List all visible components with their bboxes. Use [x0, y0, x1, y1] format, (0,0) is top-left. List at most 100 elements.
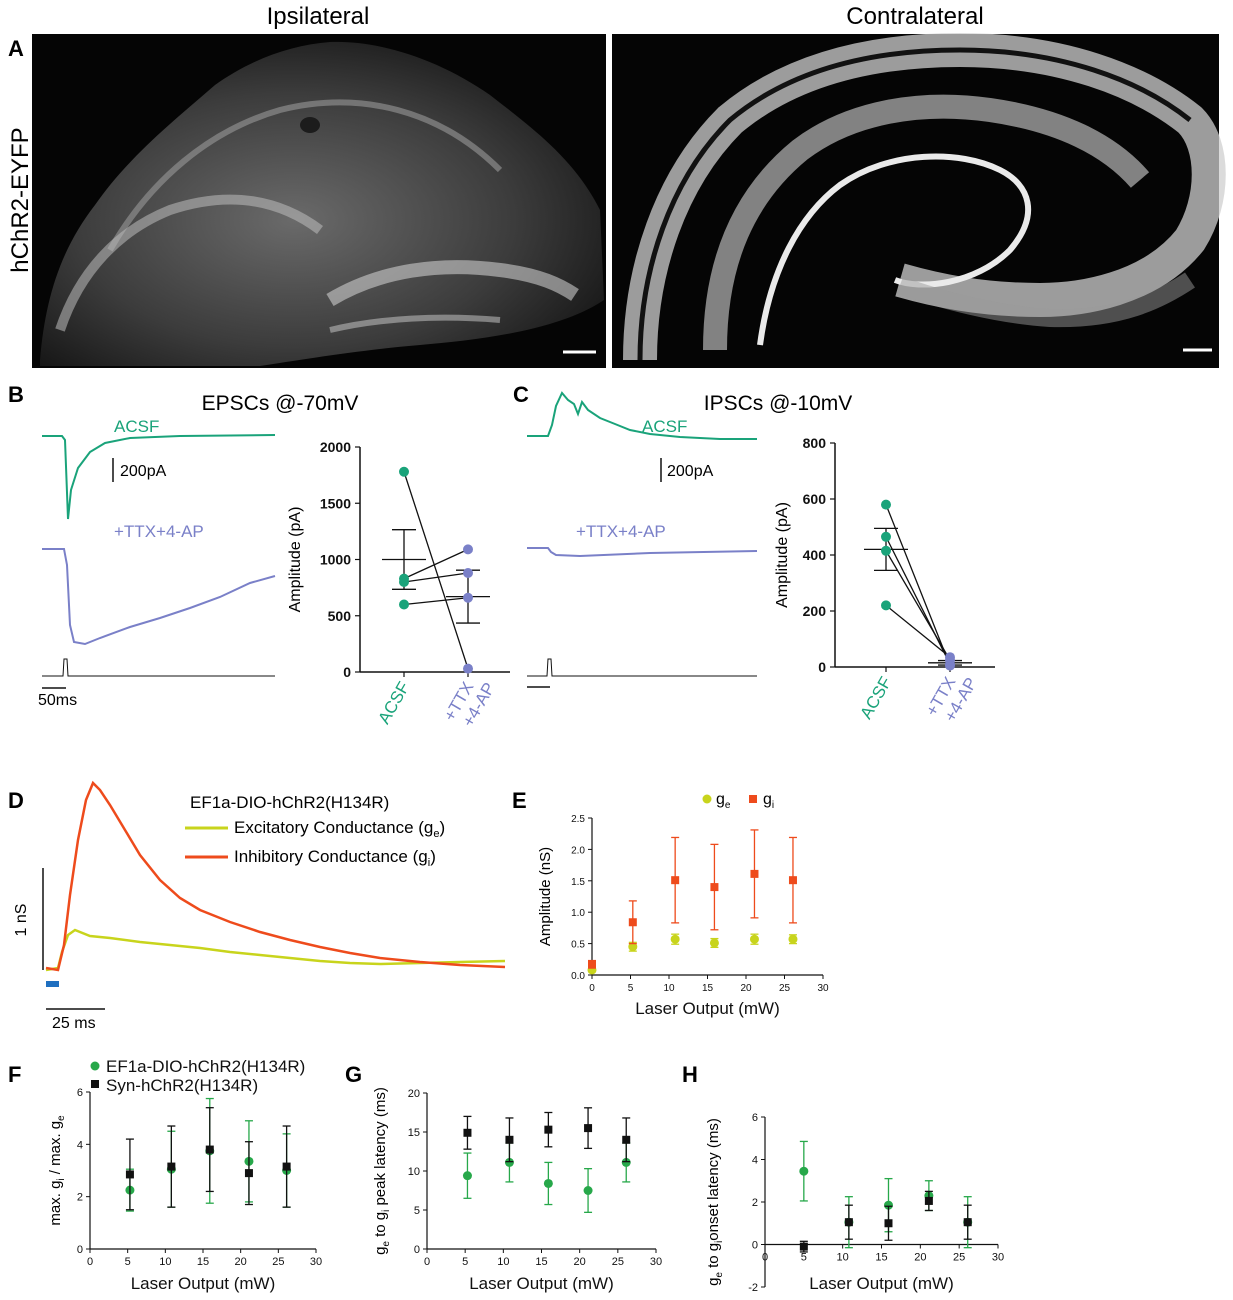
contralateral-title: Contralateral: [846, 3, 983, 30]
x-tick-label: 25: [953, 1252, 965, 1264]
ttx-data-point: [463, 663, 473, 674]
ipsc-ttx-label: +TTX+4-AP: [576, 522, 666, 541]
ef1a-data-point: [583, 1186, 593, 1195]
ttx-data-point: [463, 592, 473, 603]
x-tick-label: 5: [462, 1256, 468, 1268]
pair-line: [885, 550, 951, 661]
pair-line: [885, 604, 951, 658]
y-tick-label: 1.5: [571, 877, 585, 888]
legend-syn-marker: [91, 1080, 99, 1088]
y-tick-label: 6: [752, 1112, 758, 1124]
panel-d-scale-y-label: 1 nS: [13, 904, 30, 937]
excitatory-conductance-trace: [45, 928, 506, 972]
gi-data-point: [750, 869, 759, 878]
epsc-acsf-label: ACSF: [114, 417, 159, 436]
gi-data-point: [710, 883, 719, 892]
legend-ef1a-label: EF1a-DIO-hChR2(H134R): [106, 1057, 305, 1076]
y-tick-label: 0: [414, 1244, 420, 1256]
x-tick-label: 10: [837, 1252, 849, 1264]
contralateral-micrograph: [612, 32, 1226, 368]
y-tick-label: 2: [77, 1192, 83, 1204]
ttx-data-point: [463, 544, 473, 555]
chart-panel-e: 0 5 10 15 20 25 30 0.0 0.5 1.0 1.5 2.0 2.5 Laser Outp…: [537, 791, 829, 1018]
x-tick-label: 5: [125, 1256, 131, 1268]
ttx-data-point: [945, 652, 955, 663]
chart-panel-c: 0 200 400 600 800 Amplitude (pA) ACSF +TTX+4-AP: [774, 435, 995, 725]
syn-data-point: [622, 1135, 631, 1144]
ge-data-point: [670, 934, 680, 944]
y-tick-label: 2: [752, 1197, 758, 1209]
epsc-acsf-trace: [42, 434, 276, 520]
x-tick-label: 5: [628, 983, 634, 994]
syn-data-point: [544, 1125, 553, 1134]
y-tick-label: 0.0: [571, 971, 585, 982]
y-tick-label: -2: [748, 1282, 758, 1294]
x-tick-label: 20: [914, 1252, 926, 1264]
y-axis-label: max. gi / max. ge: [47, 1115, 67, 1225]
syn-data-point: [167, 1162, 176, 1171]
y-axis-label: ge to gi peak latency (ms): [372, 1087, 392, 1255]
panel-c-label: C: [513, 382, 529, 407]
ipsc-acsf-trace: [527, 391, 757, 440]
gi-data-point: [788, 876, 797, 885]
syn-data-point: [505, 1135, 514, 1144]
x-axis-label: Laser Output (mW): [131, 1274, 276, 1293]
x-axis-label: Laser Output (mW): [469, 1274, 614, 1293]
legend-ge-label: ge: [716, 791, 731, 811]
legend-gi-marker: [749, 795, 757, 803]
y-tick-label: 6: [77, 1087, 83, 1099]
pair-line: [403, 572, 469, 583]
x-tick-label: 0: [424, 1256, 430, 1268]
y-tick-label: 5: [414, 1205, 420, 1217]
panel-a-side-label: hChR2-EYFP: [7, 127, 34, 272]
x-tick-label: 25: [272, 1256, 284, 1268]
y-tick-label: 0: [752, 1240, 758, 1252]
y-tick-label: 2000: [320, 439, 351, 455]
syn-data-point: [584, 1124, 593, 1133]
x-tick-label: 0: [762, 1252, 768, 1264]
x-tick-label: 25: [779, 983, 791, 994]
ttx-data-point: [463, 568, 473, 578]
x-tick-label: 0: [87, 1256, 93, 1268]
y-tick-label: 0: [77, 1244, 83, 1256]
x-tick-label: 30: [817, 983, 829, 994]
chart-panel-b: 0 500 1000 1500 2000 Amplitude (pA) ACSF +TTX+4…: [287, 439, 510, 730]
ef1a-data-point: [462, 1171, 472, 1181]
acsf-data-point: [399, 466, 409, 477]
panel-d-legend-title: EF1a-DIO-hChR2(H134R): [190, 793, 389, 812]
panel-h-label: H: [682, 1062, 698, 1087]
panel-a-label: A: [8, 36, 24, 61]
ipsc-stim-marker: [527, 658, 757, 677]
x-tick-label: 20: [740, 983, 752, 994]
epsc-ttx-label: +TTX+4-AP: [114, 522, 204, 541]
chart-panel-h: 0 5 10 15 20 25 30 -2 0 2 4 6 Laser Output (mW) ge to…: [705, 1112, 1004, 1294]
pair-line: [403, 548, 469, 580]
ef1a-data-point: [504, 1157, 514, 1167]
ef1a-data-point: [621, 1157, 631, 1167]
epsc-stim-marker: [42, 658, 275, 677]
panel-g-label: G: [345, 1062, 362, 1087]
panel-b-label: B: [8, 382, 24, 407]
ge-data-point: [709, 938, 719, 948]
gi-data-point: [588, 960, 596, 969]
y-tick-label: 1000: [320, 552, 351, 568]
y-tick-label: 4: [752, 1155, 758, 1167]
gi-data-point: [671, 876, 680, 885]
syn-data-point: [799, 1242, 808, 1251]
panel-d-label: D: [8, 788, 24, 813]
y-axis-label: Amplitude (nS): [537, 847, 554, 946]
panel-c-title: IPSCs @-10mV: [704, 392, 853, 415]
syn-data-point: [244, 1169, 253, 1178]
y-tick-label: 200: [803, 603, 827, 619]
legend-syn-label: Syn-hChR2(H134R): [106, 1076, 258, 1095]
ef1a-data-point: [883, 1200, 893, 1210]
ipsilateral-micrograph: [32, 34, 606, 368]
y-tick-label: 800: [803, 435, 827, 451]
pair-line: [403, 597, 469, 606]
syn-data-point: [844, 1218, 853, 1227]
x-tick-label: 20: [574, 1256, 586, 1268]
y-tick-label: 1.0: [571, 908, 585, 919]
syn-data-point: [924, 1196, 933, 1205]
x-axis-label: Laser Output (mW): [635, 999, 780, 1018]
